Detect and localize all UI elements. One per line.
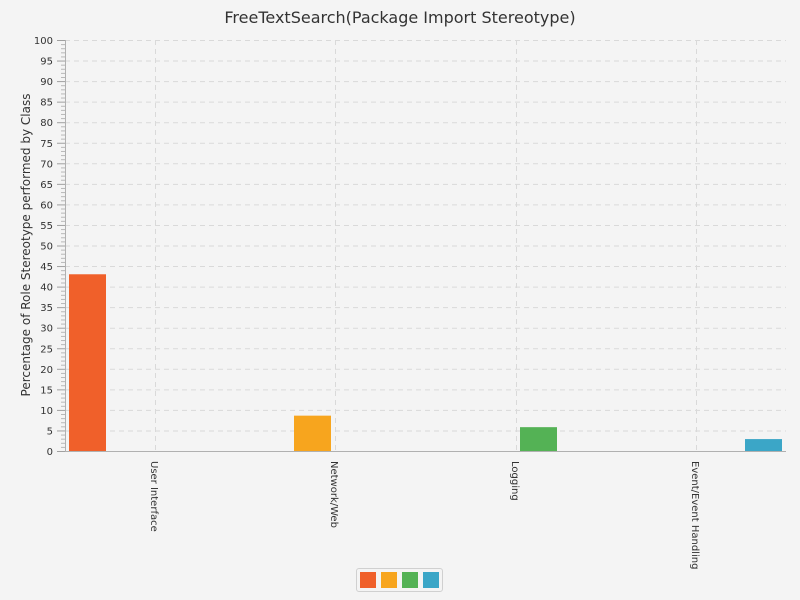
y-axis-label: Percentage of Role Stereotype performed … [19, 94, 33, 397]
y-tick-label: 100 [34, 36, 53, 47]
x-category-label: User Interface [148, 461, 159, 532]
axes [57, 40, 786, 452]
y-tick-label: 10 [40, 406, 53, 417]
y-tick-label: 25 [40, 344, 53, 355]
gridlines [65, 40, 786, 451]
y-tick-label: 40 [40, 283, 53, 294]
bars [69, 274, 782, 451]
y-tick-label: 0 [47, 447, 53, 458]
legend-swatch [423, 572, 439, 588]
bar [520, 427, 557, 451]
y-tick-label: 35 [40, 303, 53, 314]
legend-swatch [381, 572, 397, 588]
x-category-label: Logging [509, 461, 520, 501]
y-tick-label: 45 [40, 262, 53, 273]
y-tick-label: 80 [40, 118, 53, 129]
y-tick-label: 20 [40, 365, 53, 376]
y-tick-label: 65 [40, 180, 53, 191]
y-tick-label: 15 [40, 385, 53, 396]
legend-swatch [402, 572, 418, 588]
y-tick-label: 55 [40, 221, 53, 232]
bar [745, 439, 782, 451]
tick-labels: 0 5 10 15 20 25 30 35 40 45 50 55 60 65 70 75 80 85 90 95 10… [34, 36, 700, 569]
y-tick-label: 50 [40, 242, 53, 253]
y-tick-label: 90 [40, 77, 53, 88]
x-category-label: Network/Web [328, 461, 339, 528]
y-tick-label: 30 [40, 324, 53, 335]
y-tick-label: 75 [40, 139, 53, 150]
y-tick-label: 60 [40, 200, 53, 211]
x-category-label: Event/Event Handling [689, 461, 700, 569]
bar [294, 415, 331, 451]
chart-title: FreeTextSearch(Package Import Stereotype… [224, 8, 575, 27]
y-tick-label: 95 [40, 57, 53, 68]
legend-swatch [360, 572, 376, 588]
y-tick-label: 5 [47, 426, 53, 437]
legend [356, 568, 443, 592]
y-tick-label: 70 [40, 159, 53, 170]
y-tick-label: 85 [40, 98, 53, 109]
bar [69, 274, 106, 451]
